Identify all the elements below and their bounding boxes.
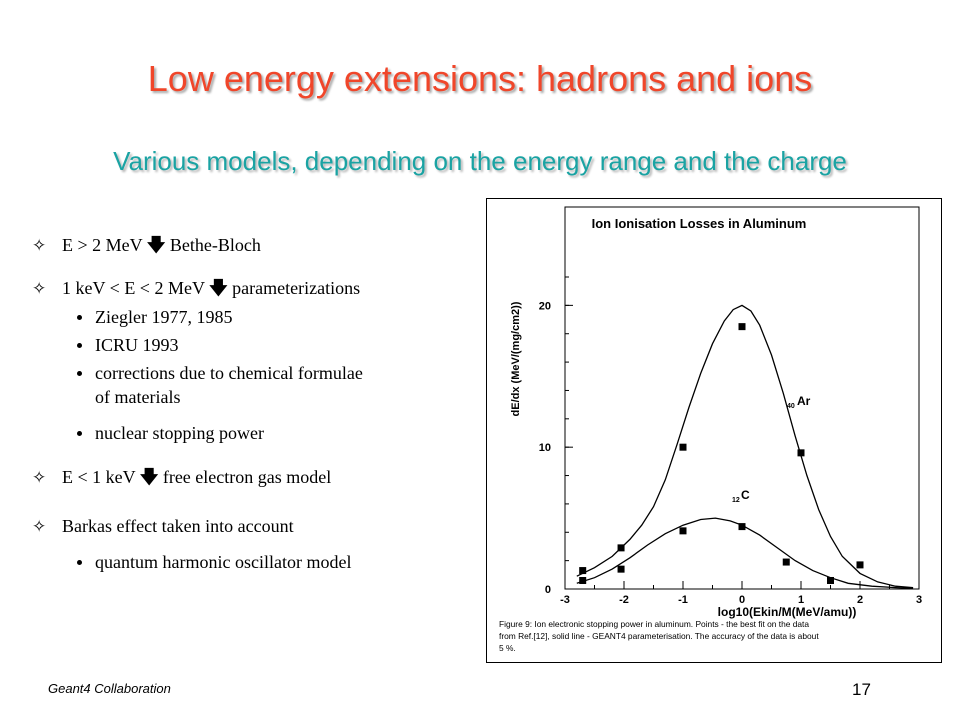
- figure-caption-line-3: 5 %.: [499, 643, 516, 653]
- figure-panel: Ion Ionisation Losses in Aluminum dE/dx …: [486, 198, 942, 663]
- sub-bullet-text: quantum harmonic oscillator model: [95, 552, 352, 572]
- data-point-40Ar: [617, 544, 625, 552]
- figure-caption-line-2: from Ref.[12], solid line - GEANT4 param…: [499, 631, 819, 641]
- slide-title: Low energy extensions: hadrons and ions: [147, 58, 813, 99]
- data-point-40Ar: [679, 443, 687, 451]
- chart-labels: 40 Ar 12 C: [732, 394, 811, 504]
- plot-frame: [564, 206, 920, 590]
- bullet-free-electron: ✧ E < 1 keV 🡇 free electron gas model: [32, 465, 331, 495]
- round-bullet-icon: [77, 560, 82, 566]
- chart-curves: [576, 304, 914, 589]
- round-bullet-icon: [77, 343, 82, 349]
- bullet-tail-text: Bethe-Bloch: [169, 235, 261, 255]
- x-tick-label: -3: [560, 594, 570, 606]
- bullet-text: Barkas effect taken into account: [62, 516, 294, 536]
- series-label-c: C: [741, 488, 750, 502]
- x-tick-label: 0: [739, 594, 745, 606]
- figure-caption-line-1: Figure 9: Ion electronic stopping power …: [499, 619, 809, 629]
- data-point-40Ar: [738, 323, 746, 331]
- y-tick-label: 10: [539, 442, 551, 454]
- data-point-40Ar: [856, 561, 864, 569]
- bullet-text: 1 keV < E < 2 MeV: [62, 278, 205, 298]
- x-tick-label: 2: [857, 594, 863, 606]
- bullet-text: E < 1 keV: [62, 467, 136, 487]
- data-point-12C: [782, 558, 790, 566]
- y-tick-label: 0: [545, 584, 551, 596]
- bullet-bethe-bloch: ✧ E > 2 MeV 🡇 Bethe-Bloch: [32, 233, 261, 263]
- down-arrow-icon: 🡇: [146, 235, 166, 256]
- sub-bullet-text: corrections due to chemical formulae: [95, 363, 363, 383]
- sub-bullet-icru: ICRU 1993: [77, 333, 179, 357]
- diamond-bullet-icon: ✧: [32, 517, 47, 536]
- data-point-40Ar: [797, 449, 805, 457]
- x-tick-label: -1: [678, 594, 688, 606]
- data-point-12C: [617, 565, 625, 573]
- diamond-bullet-icon: ✧: [32, 236, 47, 255]
- data-point-40Ar: [579, 567, 587, 575]
- chart-title: Ion Ionisation Losses in Aluminum: [592, 216, 807, 231]
- down-arrow-icon: 🡇: [209, 278, 228, 299]
- x-tick-label: 1: [798, 594, 804, 606]
- sub-bullet-chemical: corrections due to chemical formulae of …: [77, 361, 363, 409]
- sub-bullet-text: ICRU 1993: [95, 335, 179, 355]
- data-point-12C: [679, 527, 687, 535]
- sub-bullet-oscillator: quantum harmonic oscillator model: [77, 550, 351, 574]
- series-label-ar: Ar: [797, 394, 811, 408]
- footer-organization: Geant4 Collaboration: [48, 681, 171, 696]
- series-curve-12C: [576, 517, 914, 589]
- bullet-parameterizations: ✧ 1 keV < E < 2 MeV 🡇 parameterizations: [32, 276, 360, 306]
- y-tick-label: 20: [539, 300, 551, 312]
- x-tick-label: 3: [916, 594, 922, 606]
- sub-bullet-text-continued: of materials: [95, 387, 181, 407]
- bullet-barkas: ✧ Barkas effect taken into account: [32, 516, 294, 537]
- sub-bullet-nuclear: nuclear stopping power: [77, 421, 264, 445]
- diamond-bullet-icon: ✧: [32, 279, 47, 298]
- stopping-power-chart: Ion Ionisation Losses in Aluminum dE/dx …: [499, 206, 922, 653]
- sub-bullet-text: Ziegler 1977, 1985: [95, 307, 233, 327]
- bullet-text: E > 2 MeV: [62, 235, 143, 255]
- round-bullet-icon: [77, 315, 82, 321]
- data-point-12C: [579, 576, 587, 584]
- data-point-12C: [738, 523, 746, 531]
- down-arrow-icon: 🡇: [139, 467, 159, 488]
- series-curve-40Ar: [576, 304, 914, 589]
- series-label-ar-mass: 40: [787, 403, 795, 410]
- diamond-bullet-icon: ✧: [32, 468, 47, 487]
- x-axis-label: log10(Ekin/M(MeV/amu)): [718, 605, 857, 619]
- chart-points: [579, 323, 864, 584]
- slide-subtitle: Various models, depending on the energy …: [113, 146, 847, 176]
- series-label-c-mass: 12: [732, 497, 740, 504]
- bullet-tail-text: free electron gas model: [162, 467, 332, 487]
- round-bullet-icon: [77, 431, 82, 437]
- data-point-12C: [827, 576, 834, 584]
- page-number: 17: [852, 680, 871, 699]
- round-bullet-icon: [77, 371, 82, 377]
- sub-bullet-ziegler: Ziegler 1977, 1985: [77, 305, 232, 329]
- bullet-tail-text: parameterizations: [232, 278, 361, 298]
- sub-bullet-text: nuclear stopping power: [95, 423, 264, 443]
- y-axis-label: dE/dx (MeV/(mg/cm2)): [510, 301, 522, 416]
- x-tick-label: -2: [619, 594, 629, 606]
